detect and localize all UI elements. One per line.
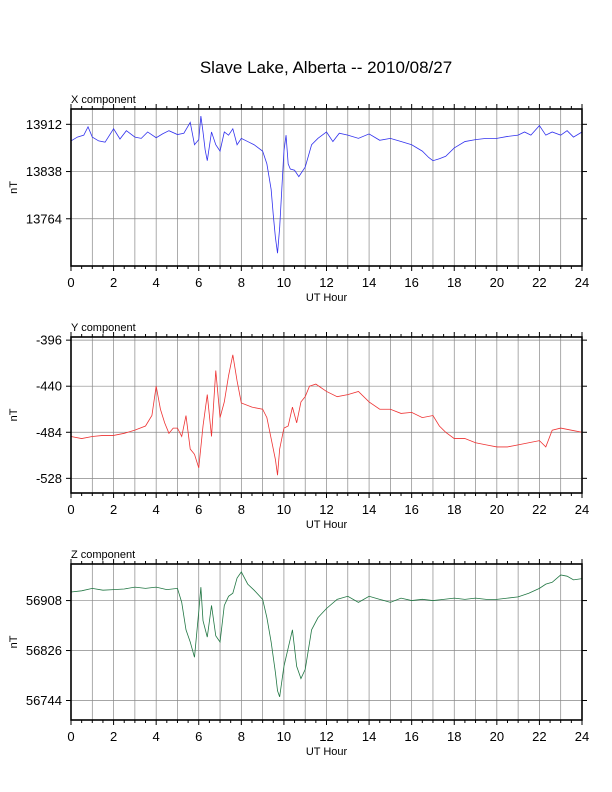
- x-tick-label: 12: [319, 729, 333, 744]
- x-tick-label: 8: [238, 502, 245, 517]
- y-tick-label: -484: [36, 425, 62, 440]
- x-tick-label: 14: [362, 502, 376, 517]
- x-axis-label: UT Hour: [306, 292, 348, 304]
- x-tick-label: 4: [153, 502, 160, 517]
- x-tick-label: 20: [490, 729, 504, 744]
- x-tick-label: 24: [575, 275, 589, 290]
- series-line: [70, 571, 583, 697]
- y-tick-label: 56826: [26, 643, 62, 658]
- x-tick-label: 2: [110, 275, 117, 290]
- x-tick-label: 18: [447, 275, 461, 290]
- x-tick-label: 0: [67, 729, 74, 744]
- y-tick-label: 13912: [26, 117, 62, 132]
- y-axis-label: nT: [8, 635, 20, 648]
- x-tick-label: 6: [195, 729, 202, 744]
- x-tick-label: 14: [362, 729, 376, 744]
- x-tick-label: 18: [447, 729, 461, 744]
- y-axis-label: nT: [8, 408, 20, 421]
- x-tick-label: 2: [110, 729, 117, 744]
- y-tick-label: -440: [36, 379, 62, 394]
- x-tick-label: 10: [277, 502, 291, 517]
- x-tick-label: 6: [195, 502, 202, 517]
- x-tick-label: 6: [195, 275, 202, 290]
- x-tick-label: 16: [404, 275, 418, 290]
- y-tick-label: -528: [36, 471, 62, 486]
- y-tick-label: 56744: [26, 693, 62, 708]
- x-tick-label: 2: [110, 502, 117, 517]
- x-tick-label: 22: [532, 275, 546, 290]
- x-tick-label: 14: [362, 275, 376, 290]
- page-title: Slave Lake, Alberta -- 2010/08/27: [199, 58, 453, 77]
- x-tick-label: 24: [575, 729, 589, 744]
- x-tick-label: 12: [319, 275, 333, 290]
- x-tick-label: 0: [67, 275, 74, 290]
- y-axis-label: nT: [8, 181, 20, 194]
- x-tick-label: 16: [404, 502, 418, 517]
- x-tick-label: 8: [238, 729, 245, 744]
- y-tick-label: 13764: [26, 211, 62, 226]
- x-axis-label: UT Hour: [306, 519, 348, 531]
- x-tick-label: 10: [277, 275, 291, 290]
- x-tick-label: 22: [532, 729, 546, 744]
- x-tick-label: 22: [532, 502, 546, 517]
- y-tick-label: -396: [36, 333, 62, 348]
- x-tick-label: 4: [153, 729, 160, 744]
- x-tick-label: 16: [404, 729, 418, 744]
- x-tick-label: 4: [153, 275, 160, 290]
- x-tick-label: 20: [490, 275, 504, 290]
- x-tick-label: 18: [447, 502, 461, 517]
- panel-title: Z component: [71, 549, 135, 561]
- x-tick-label: 24: [575, 502, 589, 517]
- x-tick-label: 10: [277, 729, 291, 744]
- x-axis-label: UT Hour: [306, 746, 348, 758]
- panel-title: X component: [71, 94, 136, 106]
- y-tick-label: 56908: [26, 593, 62, 608]
- y-tick-label: 13838: [26, 164, 62, 179]
- x-tick-label: 8: [238, 275, 245, 290]
- x-tick-label: 12: [319, 502, 333, 517]
- series-line: [70, 115, 583, 254]
- panel-title: Y component: [71, 322, 136, 334]
- x-tick-label: 0: [67, 502, 74, 517]
- series-line: [70, 354, 583, 476]
- x-tick-label: 20: [490, 502, 504, 517]
